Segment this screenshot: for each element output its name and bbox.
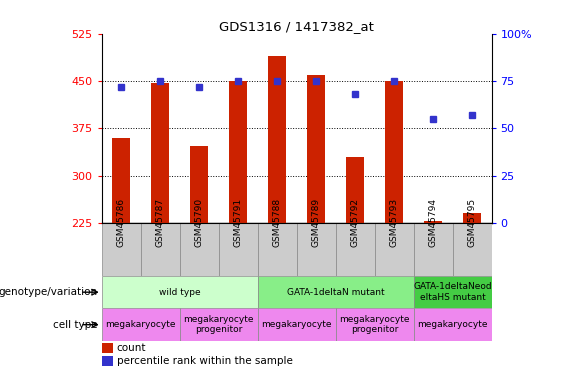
Bar (102, 308, 180, 341)
Bar (414, 276, 492, 308)
Text: wild type: wild type (159, 288, 201, 297)
Bar (336, 223, 375, 276)
Text: megakaryocyte: megakaryocyte (106, 320, 176, 329)
Text: GSM45788: GSM45788 (273, 198, 281, 247)
Text: GSM45791: GSM45791 (234, 198, 242, 247)
Bar (141, 223, 180, 276)
Text: GATA-1deltaN mutant: GATA-1deltaN mutant (287, 288, 384, 297)
Text: percentile rank within the sample: percentile rank within the sample (116, 356, 293, 366)
Bar (219, 223, 258, 276)
Text: GSM45792: GSM45792 (351, 198, 359, 247)
Text: GSM45795: GSM45795 (468, 198, 476, 247)
Bar (336, 308, 414, 341)
Text: megakaryocyte: megakaryocyte (418, 320, 488, 329)
Bar (463, 213, 481, 223)
Bar (346, 157, 364, 223)
Bar (414, 308, 492, 341)
Text: megakaryocyte: megakaryocyte (262, 320, 332, 329)
Bar (258, 223, 297, 276)
Bar (414, 223, 453, 276)
Text: GSM45794: GSM45794 (429, 198, 437, 247)
Bar (268, 56, 286, 223)
Text: GSM45789: GSM45789 (312, 198, 320, 247)
Bar (102, 343, 112, 353)
Text: GSM45793: GSM45793 (390, 198, 398, 247)
Title: GDS1316 / 1417382_at: GDS1316 / 1417382_at (219, 20, 374, 33)
Bar (375, 223, 414, 276)
Text: megakaryocyte
progenitor: megakaryocyte progenitor (340, 315, 410, 334)
Text: GSM45786: GSM45786 (117, 198, 125, 247)
Bar (258, 308, 336, 341)
Text: GATA-1deltaNeod
eltaHS mutant: GATA-1deltaNeod eltaHS mutant (413, 282, 492, 302)
Bar (229, 81, 247, 223)
Text: count: count (116, 343, 146, 353)
Text: megakaryocyte
progenitor: megakaryocyte progenitor (184, 315, 254, 334)
Bar (453, 223, 492, 276)
Bar (258, 276, 414, 308)
Bar (180, 308, 258, 341)
Bar (180, 223, 219, 276)
Bar (102, 356, 112, 366)
Bar (297, 223, 336, 276)
Bar (385, 81, 403, 223)
Bar (424, 221, 442, 223)
Bar (307, 75, 325, 223)
Bar (190, 146, 208, 223)
Text: cell type: cell type (53, 320, 98, 330)
Bar (102, 223, 141, 276)
Bar (102, 276, 258, 308)
Bar (112, 138, 130, 223)
Text: GSM45787: GSM45787 (156, 198, 164, 247)
Text: genotype/variation: genotype/variation (0, 287, 98, 297)
Text: GSM45790: GSM45790 (195, 198, 203, 247)
Bar (151, 83, 169, 223)
